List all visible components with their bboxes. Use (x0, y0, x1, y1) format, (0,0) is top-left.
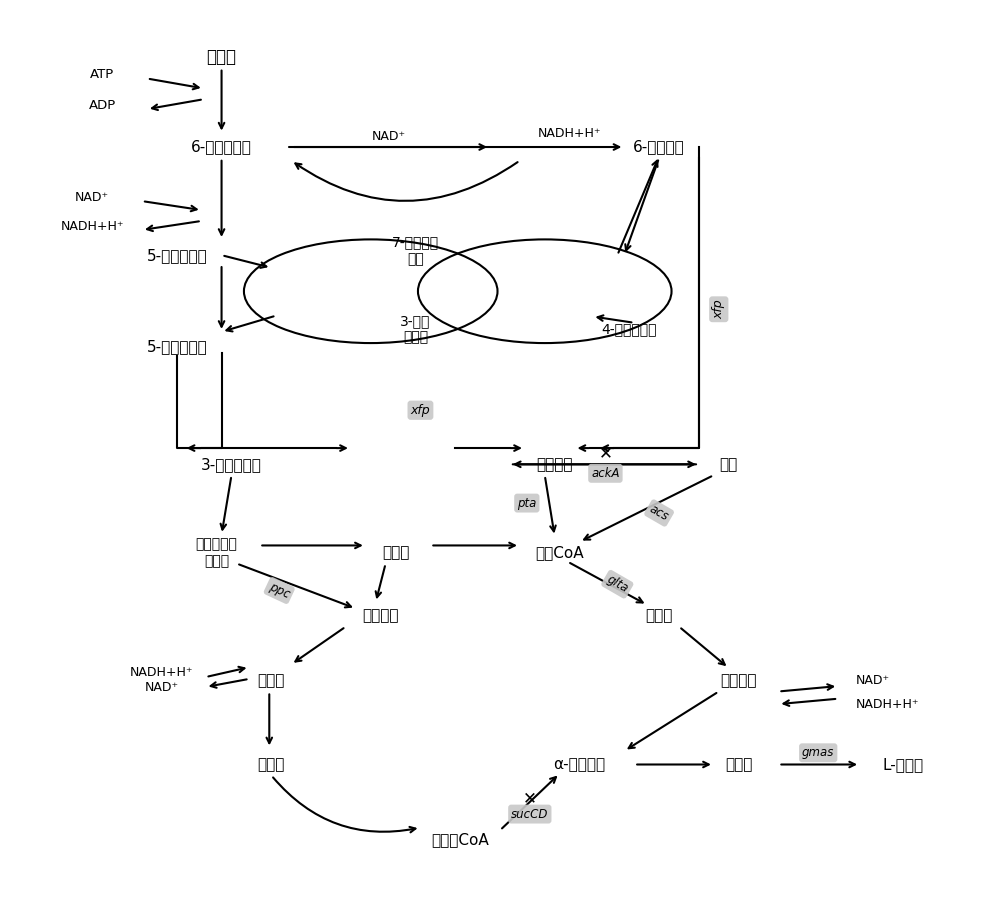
Text: ATP: ATP (90, 68, 114, 82)
Text: 乙酰磷酸: 乙酰磷酸 (536, 457, 573, 472)
Text: 5-磷酸核酮糖: 5-磷酸核酮糖 (146, 248, 207, 263)
Text: 谷氨酸: 谷氨酸 (725, 757, 752, 772)
Text: 草酮乙酸: 草酮乙酸 (362, 609, 399, 623)
Text: 苹果酸: 苹果酸 (258, 673, 285, 688)
Text: 7-磷酸景天
酮糖: 7-磷酸景天 酮糖 (392, 236, 439, 266)
Text: L-茶氨酸: L-茶氨酸 (882, 757, 923, 772)
Text: xfp: xfp (712, 299, 725, 319)
Text: ppc: ppc (267, 580, 292, 601)
Text: 6-磷酸果糖: 6-磷酸果糖 (633, 140, 685, 154)
Text: 磷酸烯醐式
丙酮酸: 磷酸烯醐式 丙酮酸 (196, 538, 238, 568)
Text: 葡萄糖: 葡萄糖 (207, 48, 237, 66)
Text: 3-磷酸甸油醒: 3-磷酸甸油醒 (201, 457, 262, 472)
Text: 乙酸: 乙酸 (720, 457, 738, 472)
Text: glta: glta (604, 573, 630, 596)
Text: 6-磷酸葡萄糖: 6-磷酸葡萄糖 (191, 140, 252, 154)
Text: 4-磷酸赤葘糖: 4-磷酸赤葘糖 (602, 322, 657, 336)
Text: 琥珀酸: 琥珀酸 (258, 757, 285, 772)
Text: NADH+H⁺: NADH+H⁺ (856, 697, 920, 710)
Text: NADH+H⁺: NADH+H⁺ (130, 666, 194, 679)
Text: ackA: ackA (591, 467, 620, 480)
Text: 异柠檬酸: 异柠檬酸 (720, 673, 757, 688)
Text: gmas: gmas (802, 746, 834, 759)
Text: ✕: ✕ (598, 444, 612, 463)
Text: α-酮戊二酸: α-酮戊二酸 (553, 757, 606, 772)
Text: NAD⁺: NAD⁺ (145, 681, 179, 695)
Text: ✕: ✕ (523, 789, 537, 807)
Text: xfp: xfp (411, 404, 430, 416)
Text: 乙酰CoA: 乙酰CoA (535, 545, 584, 561)
Text: NADH+H⁺: NADH+H⁺ (61, 219, 124, 233)
Text: pta: pta (517, 496, 537, 510)
Text: 柠檬酸: 柠檬酸 (645, 609, 673, 623)
Text: 3-磷酸
甸油醒: 3-磷酸 甸油醒 (400, 314, 431, 344)
Text: ADP: ADP (89, 99, 116, 112)
Text: NAD⁺: NAD⁺ (75, 191, 109, 204)
Text: 琥珀酰CoA: 琥珀酰CoA (431, 832, 489, 847)
Text: sucCD: sucCD (511, 807, 549, 821)
Text: 5-磷酸木酮糖: 5-磷酸木酮糖 (146, 339, 207, 355)
Text: NAD⁺: NAD⁺ (856, 674, 890, 688)
Text: NADH+H⁺: NADH+H⁺ (538, 127, 601, 140)
Text: NAD⁺: NAD⁺ (372, 130, 406, 142)
Text: acs: acs (647, 502, 671, 523)
Text: 丙酮酸: 丙酮酸 (382, 545, 409, 561)
